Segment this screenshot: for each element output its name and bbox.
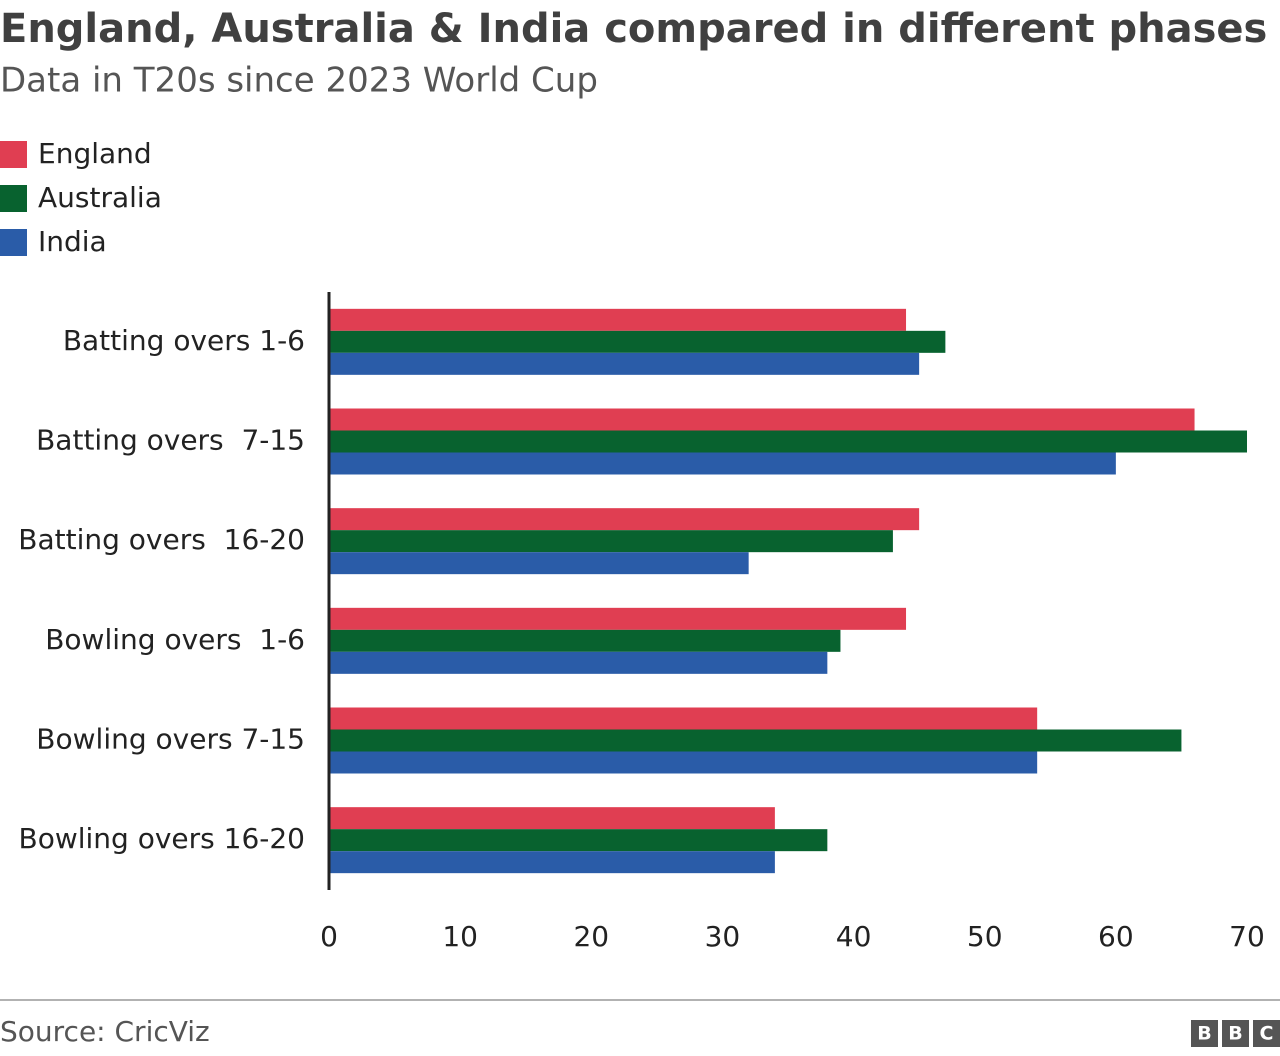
legend-swatch	[0, 141, 27, 168]
bar	[329, 607, 907, 630]
legend-swatch	[0, 229, 27, 256]
logo-box	[1191, 1020, 1218, 1047]
chart-title: England, Australia & India compared in d…	[0, 6, 1267, 52]
y-tick-label: Batting overs 7-15	[36, 424, 305, 457]
logo-letter: B	[1197, 1023, 1211, 1045]
legend-label: Australia	[38, 181, 162, 214]
x-tick-label: 10	[442, 920, 478, 953]
bar	[329, 751, 1038, 774]
logo-box	[1253, 1020, 1280, 1047]
x-tick-label: 40	[836, 920, 872, 953]
x-tick-label: 20	[573, 920, 609, 953]
bar	[329, 707, 1038, 730]
bar	[329, 807, 775, 830]
x-tick-label: 30	[705, 920, 741, 953]
bar	[329, 352, 920, 375]
legend-label: England	[38, 137, 152, 170]
bar	[329, 452, 1116, 475]
bar	[329, 829, 828, 852]
logo-letter: B	[1228, 1023, 1242, 1045]
bar	[329, 651, 828, 674]
y-tick-label: Batting overs 1-6	[63, 324, 305, 357]
legend-label: India	[38, 225, 107, 258]
source: Source: CricViz	[0, 1015, 210, 1048]
bar	[329, 552, 749, 575]
x-tick-label: 60	[1098, 920, 1134, 953]
bar	[329, 851, 775, 874]
bar	[329, 330, 946, 353]
legend-swatch	[0, 185, 27, 212]
logo-box	[1222, 1020, 1249, 1047]
bar	[329, 729, 1182, 752]
bar	[329, 629, 841, 652]
bar	[329, 308, 907, 331]
chart-subtitle: Data in T20s since 2023 World Cup	[0, 61, 598, 101]
bar	[329, 530, 893, 553]
y-tick-label: Bowling overs 7-15	[36, 723, 305, 756]
bar	[329, 430, 1247, 453]
bar	[329, 408, 1195, 431]
x-tick-label: 50	[967, 920, 1003, 953]
bar	[329, 508, 920, 531]
y-tick-label: Bowling overs 1-6	[45, 623, 305, 656]
logo-letter: C	[1260, 1023, 1274, 1045]
y-tick-label: Bowling overs 16-20	[18, 822, 305, 855]
y-tick-label: Batting overs 16-20	[18, 523, 305, 556]
x-tick-label: 0	[320, 920, 338, 953]
x-tick-label: 70	[1229, 920, 1265, 953]
